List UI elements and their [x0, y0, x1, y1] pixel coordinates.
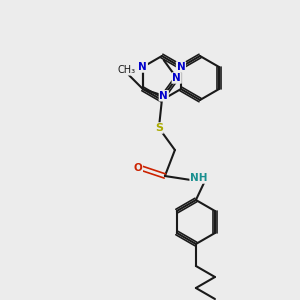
Text: N: N: [177, 62, 185, 72]
Text: CH₃: CH₃: [118, 65, 136, 75]
Text: N: N: [172, 73, 181, 83]
Text: N: N: [139, 62, 147, 72]
Text: NH: NH: [190, 173, 208, 183]
Text: N: N: [159, 91, 168, 101]
Text: S: S: [155, 123, 163, 133]
Text: O: O: [134, 163, 142, 173]
